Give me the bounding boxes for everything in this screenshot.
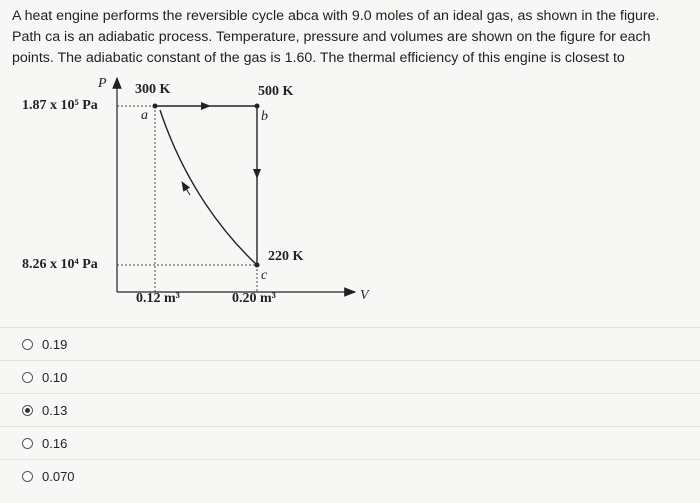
option-label: 0.070: [42, 468, 75, 484]
arrow-ca: [181, 181, 191, 196]
option-label: 0.16: [42, 435, 68, 451]
guide-lines: [117, 105, 258, 292]
option[interactable]: 0.16: [0, 426, 700, 459]
label-a: a: [141, 108, 148, 123]
volume-c: 0.20 m³: [232, 291, 276, 306]
radio-button[interactable]: [22, 404, 33, 416]
pv-diagram: P V 300 K 500 K 220 K 1.87 x 10⁵ Pa 8.26…: [22, 76, 370, 306]
option[interactable]: 0.19: [0, 327, 700, 360]
option-label: 0.10: [42, 369, 68, 385]
radio-button[interactable]: [22, 371, 33, 383]
temp-b: 500 K: [258, 84, 294, 99]
volume-a: 0.12 m³: [136, 291, 180, 306]
point-b: [254, 103, 260, 109]
option[interactable]: 0.070: [0, 459, 700, 492]
label-b: b: [261, 109, 268, 124]
path-ca: [159, 109, 258, 266]
options: 0.19 0.10 0.13 0.16 0.070: [0, 327, 700, 492]
p-axis-label: P: [97, 76, 107, 91]
radio-button[interactable]: [22, 470, 33, 482]
radio-button[interactable]: [22, 338, 33, 350]
option[interactable]: 0.10: [0, 360, 700, 393]
option-label: 0.13: [42, 402, 68, 418]
question-text: A heat engine performs the reversible cy…: [12, 8, 660, 66]
option[interactable]: 0.13: [0, 393, 700, 426]
label-c: c: [261, 268, 268, 283]
radio-button[interactable]: [22, 437, 33, 449]
pressure-low: 8.26 x 10⁴ Pa: [22, 257, 98, 272]
temp-c: 220 K: [268, 249, 304, 264]
option-label: 0.19: [42, 336, 68, 352]
v-axis-label: V: [360, 288, 370, 303]
point-a: [152, 103, 158, 109]
temp-a: 300 K: [135, 82, 171, 97]
pressure-high: 1.87 x 10⁵ Pa: [22, 98, 98, 113]
point-c: [254, 262, 260, 268]
